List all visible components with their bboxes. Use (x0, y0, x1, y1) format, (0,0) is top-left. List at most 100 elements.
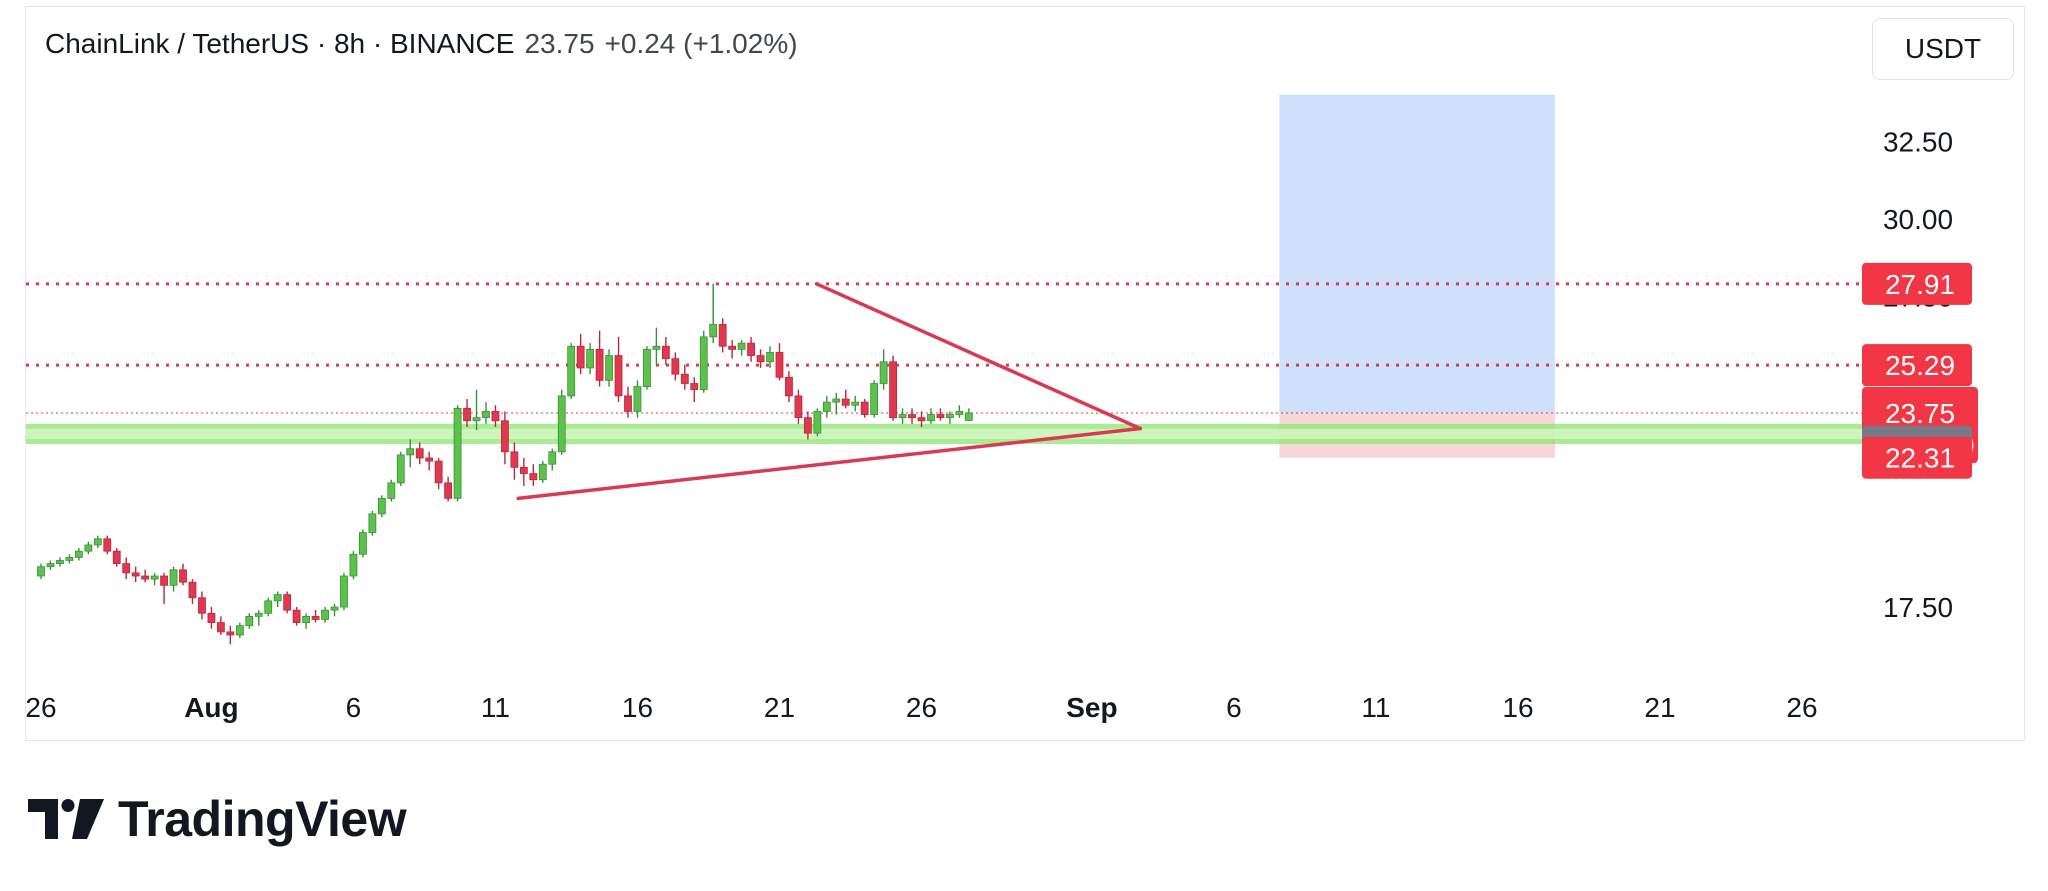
candle-body (860, 401, 869, 415)
candle (179, 563, 187, 586)
candle-body (141, 575, 150, 580)
candle-body (538, 463, 547, 481)
candle-body (254, 612, 263, 617)
candle-body (841, 398, 850, 406)
candle-body (690, 383, 699, 391)
candle-body (822, 401, 831, 412)
candle (889, 355, 897, 421)
candle (84, 541, 93, 555)
candle (709, 283, 718, 344)
candle-body (567, 345, 576, 397)
candle-body (851, 401, 860, 406)
candle (321, 607, 329, 623)
x-tick-label: 26 (25, 692, 56, 723)
last-price: 23.75 (524, 28, 595, 59)
candle (330, 603, 339, 617)
candle-body (832, 398, 841, 403)
candle-body (425, 457, 434, 462)
current-price-text: 23.75 (1885, 398, 1955, 429)
candle-body (169, 569, 178, 586)
target-zone (1279, 94, 1555, 413)
x-tick-label: 6 (1226, 692, 1242, 723)
candle (946, 411, 954, 424)
candle-body (718, 324, 727, 347)
triangle-lower-line (516, 426, 1142, 501)
candle-body (586, 348, 595, 369)
x-tick-label: 6 (346, 692, 362, 723)
candle (870, 380, 879, 418)
tradingview-logo: TradingView (28, 790, 407, 848)
price-badge-bg (1862, 436, 1972, 479)
candle (860, 399, 869, 418)
x-tick-label: 21 (764, 692, 795, 723)
candle-body (908, 414, 916, 419)
candle (198, 591, 206, 620)
candle-body (614, 355, 623, 397)
candle-body (463, 407, 471, 422)
candle (46, 560, 55, 570)
candle (917, 411, 926, 427)
price-badge-bg (1862, 262, 1972, 305)
candle (822, 395, 831, 418)
candle (453, 405, 462, 502)
candle-body (510, 451, 519, 468)
candle (879, 349, 888, 390)
candle-body (74, 550, 83, 558)
candle-body (283, 594, 292, 611)
candle-body (93, 538, 102, 546)
candle (766, 346, 774, 368)
candle (567, 343, 576, 400)
candle (747, 336, 755, 362)
candle-body (699, 336, 708, 391)
candle-body (643, 348, 651, 387)
candle-body (311, 615, 320, 620)
candle (576, 333, 585, 375)
candle (188, 579, 197, 604)
candle (472, 389, 481, 431)
candle (624, 386, 632, 418)
candle (245, 613, 254, 629)
currency-button[interactable]: USDT (1872, 18, 2014, 80)
drawings-layer (516, 282, 1142, 501)
candle (359, 529, 367, 558)
x-tick-label: Sep (1066, 692, 1117, 723)
candle-body (207, 612, 216, 623)
candle-body (160, 575, 168, 586)
candle (406, 439, 415, 468)
candle-body (605, 355, 613, 381)
symbol-title[interactable]: ChainLink / TetherUS · 8h · BINANCE (45, 28, 515, 59)
candle (150, 572, 159, 586)
candle (207, 607, 216, 629)
candle (482, 402, 490, 424)
candles-layer (37, 283, 973, 645)
candle-body (264, 600, 273, 614)
x-tick-label: 21 (1644, 692, 1675, 723)
candle (131, 566, 140, 583)
candle-body (84, 544, 93, 552)
candle (927, 408, 935, 424)
candle-body (292, 609, 301, 623)
candle (841, 389, 850, 409)
candle-body (775, 352, 784, 378)
candle-body (482, 411, 490, 419)
candle-body (321, 609, 329, 620)
candle (595, 330, 604, 387)
candle-body (415, 448, 424, 459)
x-tick-label: 11 (481, 692, 510, 723)
x-tick-label: 26 (906, 692, 937, 723)
candle (633, 380, 642, 418)
candle (226, 625, 235, 645)
candle (160, 572, 168, 604)
candle (661, 336, 670, 365)
candle-body (661, 345, 670, 360)
chart-frame[interactable] (25, 6, 2025, 741)
candle-body (595, 348, 604, 381)
candle-body (226, 631, 235, 636)
candle (851, 395, 860, 412)
candle-body (946, 414, 954, 419)
candle (699, 330, 708, 393)
candle-body (245, 615, 254, 627)
candle-body (813, 411, 822, 434)
candle (756, 349, 765, 368)
